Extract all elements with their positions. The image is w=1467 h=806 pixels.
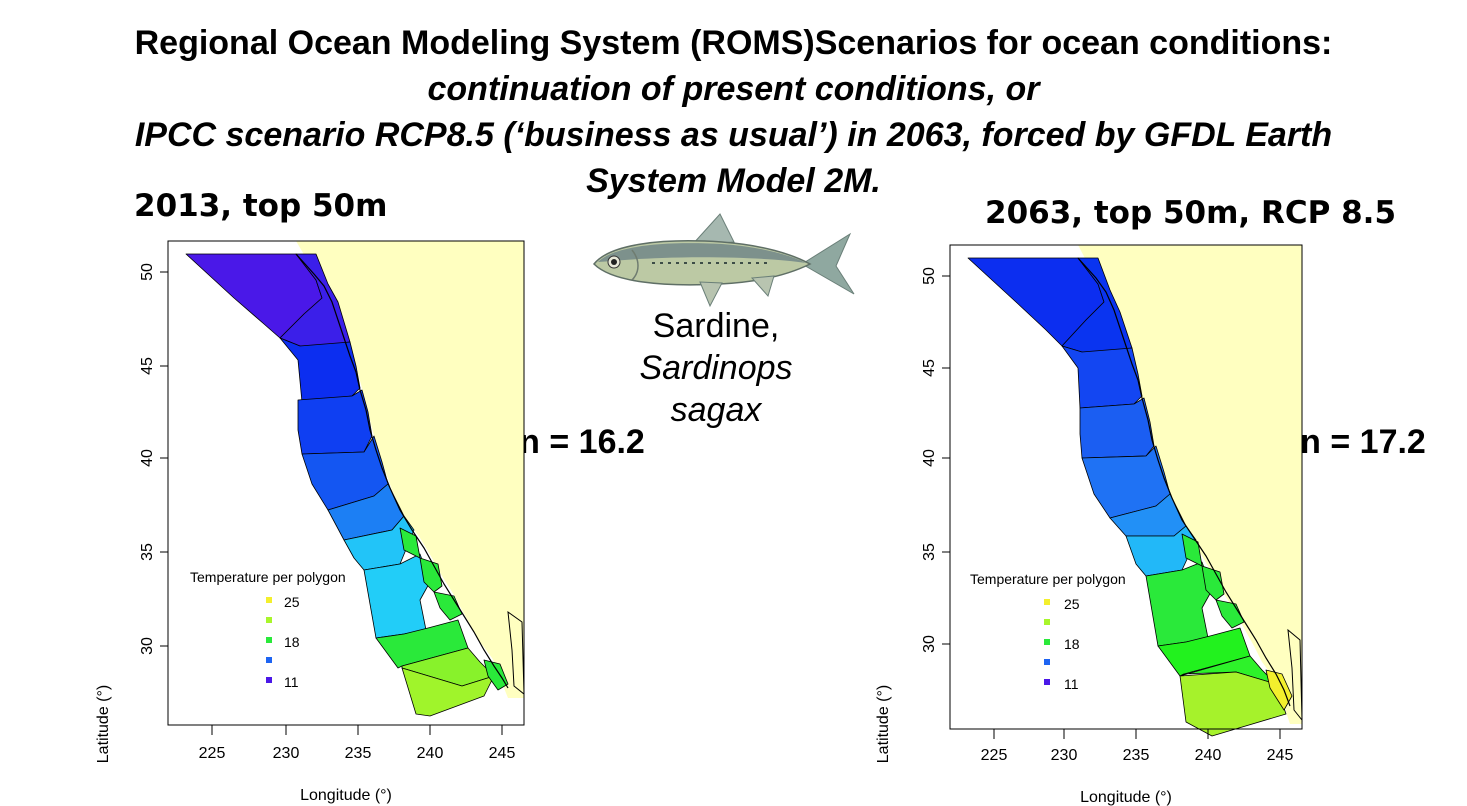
right-ylabel: Latitude (°) (875, 685, 892, 763)
right-nearshore-2 (1201, 565, 1225, 601)
right-polygon-4 (1079, 397, 1155, 459)
right-legend-label-11: 11 (1064, 676, 1079, 692)
left-yaxis (160, 271, 168, 647)
right-legend-title: Temperature per polygon (970, 571, 1126, 587)
fish-sci-name-2: sagax (670, 391, 762, 429)
right-legend-swatch-15 (1044, 659, 1050, 665)
sardine-gill (631, 249, 639, 281)
right-legend-label-25: 25 (1064, 596, 1080, 612)
left-polygons (185, 253, 509, 717)
left-polygon-3 (279, 337, 361, 403)
right-ytick-45: 45 (921, 359, 938, 377)
right-xtick-225: 225 (981, 747, 1008, 764)
left-legend-label-18: 18 (284, 634, 300, 650)
right-map: Latitude (°) Longitude (°) Temperature p… (875, 244, 1303, 806)
right-plot-frame (949, 244, 1303, 730)
sardine-illustration (592, 213, 855, 308)
left-polygon-11 (401, 667, 495, 717)
left-legend-swatch-15 (266, 657, 272, 663)
left-xlabel: Longitude (°) (300, 787, 392, 804)
left-ytick-50: 50 (139, 263, 156, 281)
right-polygon-8 (1145, 561, 1213, 647)
title-line-1: Regional Ocean Modeling System (ROMS)Sce… (134, 24, 1333, 62)
right-ytick-35: 35 (921, 543, 938, 561)
left-polygon-4 (297, 389, 373, 455)
slide-title: Regional Ocean Modeling System (ROMS)Sce… (0, 20, 1467, 204)
right-legend-label-18: 18 (1064, 636, 1080, 652)
left-legend-label-25: 25 (284, 594, 300, 610)
sardine-pelvic-fin (699, 281, 723, 308)
left-xtick-225: 225 (199, 745, 226, 762)
left-xtick-240: 240 (417, 745, 444, 762)
left-baja-tip (507, 610, 525, 696)
right-yaxis (942, 275, 950, 645)
left-plot-frame (167, 240, 525, 726)
right-xtick-235: 235 (1123, 747, 1150, 764)
right-nearshore-4 (1265, 669, 1293, 711)
left-legend-label-11: 11 (284, 674, 299, 690)
right-legend-swatch-18 (1044, 639, 1050, 645)
right-baja-tip (1287, 628, 1303, 722)
right-legend-swatch-11 (1044, 679, 1050, 685)
right-xtick-245: 245 (1267, 747, 1294, 764)
left-panel-title: 2013, top 50m (134, 188, 388, 224)
title-line-2: continuation of present conditions, or (427, 70, 1040, 108)
right-legend-swatch-22 (1044, 619, 1050, 625)
left-coastline (295, 253, 509, 689)
left-ytick-35: 35 (139, 543, 156, 561)
fish-common-name: Sardine, (652, 307, 780, 345)
right-xlabel: Longitude (°) (1080, 789, 1172, 806)
left-legend-swatch-22 (266, 617, 272, 623)
right-xtick-230: 230 (1051, 747, 1078, 764)
left-polygon-9 (375, 619, 469, 669)
right-polygon-3 (1061, 345, 1143, 409)
left-nearshore-2 (419, 557, 443, 593)
left-legend-swatch-25 (266, 597, 272, 603)
left-xaxis (211, 725, 503, 735)
title-line-4: System Model 2M. (586, 162, 881, 200)
left-map: Latitude (°) Longitude (°) Te (95, 240, 525, 804)
sardine-back (598, 243, 806, 263)
right-ytick-40: 40 (921, 449, 938, 467)
right-xtick-240: 240 (1195, 747, 1222, 764)
right-coastline (1077, 257, 1291, 707)
right-polygon-11 (1179, 671, 1287, 737)
left-ylabel: Latitude (°) (95, 685, 112, 763)
right-xaxis (993, 729, 1281, 739)
left-ytick-30: 30 (139, 637, 156, 655)
title-line-3: IPCC scenario RCP8.5 (‘business as usual… (134, 116, 1333, 154)
left-ytick-40: 40 (139, 449, 156, 467)
fish-caption: Sardine, Sardinops sagax (600, 305, 832, 431)
sardine-pupil (611, 259, 617, 265)
left-nearshore-4 (483, 659, 509, 691)
right-panel-title: 2063, top 50m, RCP 8.5 (985, 195, 1397, 231)
fish-sci-name-1: Sardinops (639, 349, 793, 387)
left-land (296, 241, 524, 698)
sardine-tail (801, 232, 855, 295)
left-legend-swatch-11 (266, 677, 272, 683)
left-xtick-230: 230 (273, 745, 300, 762)
sardine-anal-fin (750, 275, 775, 298)
left-ytick-45: 45 (139, 357, 156, 375)
left-legend-swatch-18 (266, 637, 272, 643)
right-legend-swatch-25 (1044, 599, 1050, 605)
right-ytick-30: 30 (921, 635, 938, 653)
right-ytick-50: 50 (921, 267, 938, 285)
left-xtick-235: 235 (345, 745, 372, 762)
left-xtick-245: 245 (489, 745, 516, 762)
left-legend-title: Temperature per polygon (190, 569, 346, 585)
right-polygons (967, 257, 1293, 737)
